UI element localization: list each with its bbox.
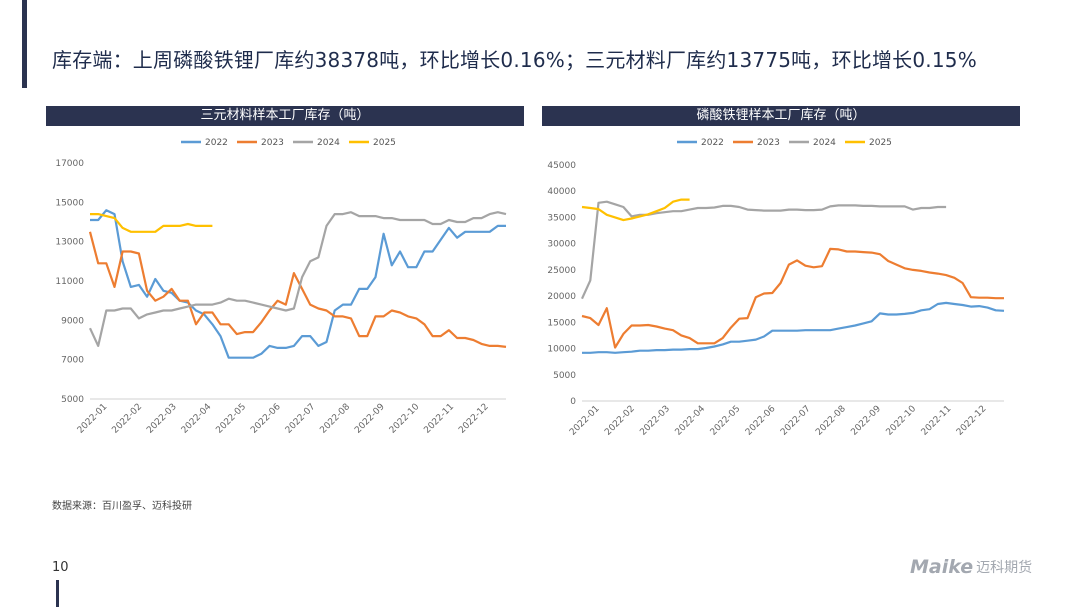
chart-title-lfp: 磷酸铁锂样本工厂库存（吨） (542, 106, 1020, 126)
legend-label-2024: 2024 (813, 138, 836, 148)
y-tick-label: 5000 (61, 395, 84, 405)
x-tick-label: 2022-07 (779, 404, 813, 438)
brand-name: 迈科期货 (976, 560, 1033, 576)
y-tick-label: 11000 (55, 277, 84, 287)
x-tick-label: 2022-01 (568, 404, 602, 438)
page-headline: 库存端：上周磷酸铁锂厂库约38378吨，环比增长0.16%；三元材料厂库约137… (52, 48, 977, 72)
decor-bar-top (22, 0, 27, 88)
x-tick-label: 2022-09 (849, 404, 883, 438)
series-line-2023 (581, 247, 1004, 349)
y-tick-label: 40000 (547, 187, 576, 197)
y-tick-label: 30000 (547, 240, 576, 250)
legend-label-2023: 2023 (757, 138, 780, 148)
x-tick-label: 2022-10 (388, 402, 422, 436)
series-line-2024 (89, 211, 507, 347)
series-line-2025 (581, 198, 690, 222)
legend-label-2025: 2025 (869, 138, 892, 148)
brand-logo-text: Maike (910, 556, 974, 578)
x-tick-label: 2022-11 (920, 404, 954, 438)
decor-bar-bottom (56, 580, 59, 607)
x-tick-label: 2022-11 (422, 402, 456, 436)
x-tick-label: 2022-05 (709, 404, 743, 438)
y-tick-label: 15000 (547, 318, 576, 328)
y-tick-label: 0 (570, 397, 576, 407)
x-tick-label: 2022-08 (814, 404, 848, 438)
legend-label-2023: 2023 (261, 138, 284, 148)
legend-label-2025: 2025 (373, 138, 396, 148)
y-tick-label: 5000 (553, 371, 576, 381)
chart-lfp-inventory: 0 5000 10000 15000 20000 25000 30000 35000 40000… (547, 138, 1005, 438)
x-tick-label: 2022-12 (955, 404, 989, 438)
x-tick-label: 2022-03 (638, 404, 672, 438)
x-tick-label: 2022-02 (603, 404, 637, 438)
x-tick-label: 2022-02 (110, 402, 144, 436)
y-tick-label: 9000 (61, 316, 84, 326)
page-number: 10 (52, 560, 69, 575)
series-line-2025 (90, 212, 213, 233)
x-tick-label: 2022-04 (180, 402, 214, 436)
x-tick-label: 2022-08 (318, 402, 352, 436)
y-tick-label: 35000 (547, 213, 576, 223)
x-tick-label: 2022-03 (145, 402, 179, 436)
series-line-2023 (88, 231, 507, 348)
x-tick-label: 2022-10 (885, 404, 919, 438)
legend-label-2022: 2022 (205, 138, 228, 148)
y-tick-label: 15000 (55, 198, 84, 208)
x-tick-label: 2022-06 (744, 404, 778, 438)
y-tick-label: 17000 (55, 159, 84, 169)
x-tick-label: 2022-07 (284, 402, 318, 436)
y-tick-label: 45000 (547, 161, 576, 171)
x-tick-label: 2022-06 (249, 402, 283, 436)
brand-logo: Maike 迈科期货 (910, 556, 1032, 578)
data-source-note: 数据来源：百川盈孚、迈科投研 (52, 501, 192, 512)
y-tick-label: 13000 (55, 238, 84, 248)
legend-label-2024: 2024 (317, 138, 340, 148)
y-tick-label: 25000 (547, 266, 576, 276)
chart-title-ternary: 三元材料样本工厂库存（吨） (46, 106, 524, 126)
x-tick-label: 2022-04 (674, 404, 708, 438)
x-tick-label: 2022-05 (214, 402, 248, 436)
x-tick-label: 2022-01 (76, 402, 110, 436)
y-tick-label: 20000 (547, 292, 576, 302)
legend-label-2022: 2022 (701, 138, 724, 148)
y-tick-label: 10000 (547, 345, 576, 355)
x-tick-label: 2022-12 (457, 402, 491, 436)
x-tick-label: 2022-09 (353, 402, 387, 436)
series-line-2022 (582, 301, 1005, 354)
series-line-2022 (90, 209, 506, 359)
y-tick-label: 7000 (61, 356, 84, 366)
